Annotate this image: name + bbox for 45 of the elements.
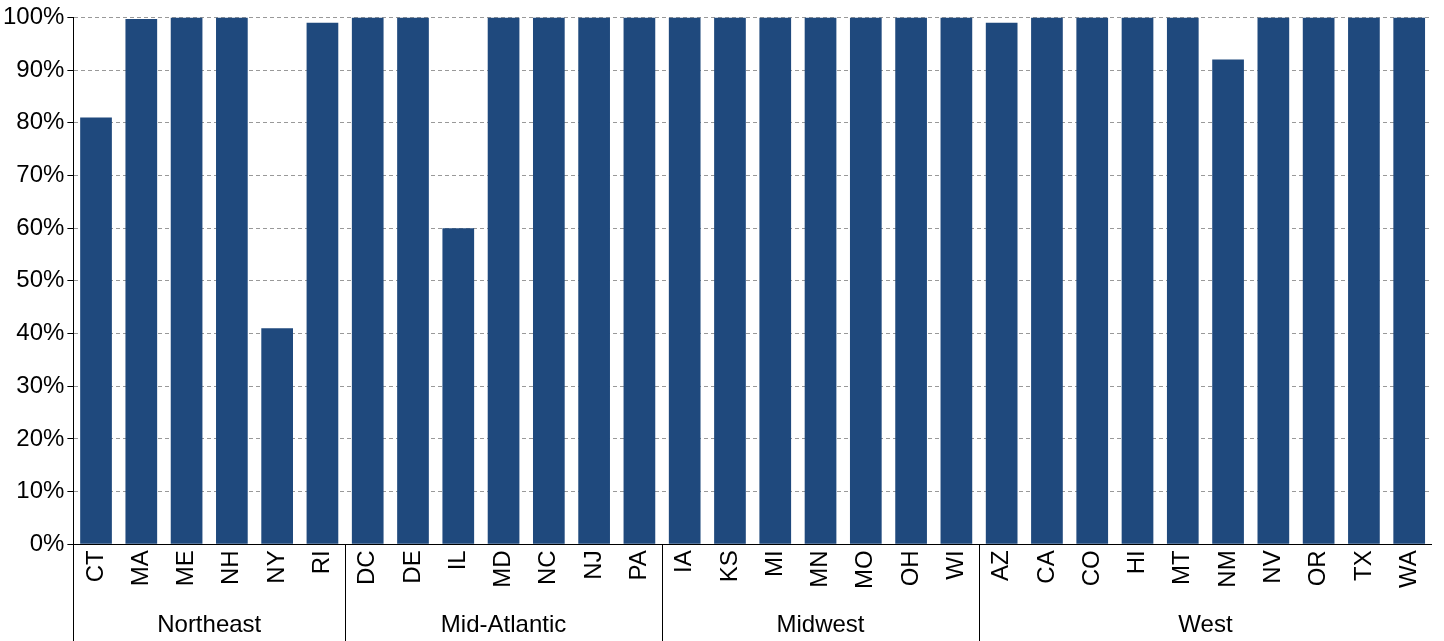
x-tick-label: ME: [171, 550, 199, 587]
x-tick-label: DE: [397, 550, 425, 584]
y-tick-label: 60%: [16, 212, 65, 240]
y-tick-label: 0%: [29, 528, 65, 556]
y-tick-label: 90%: [16, 54, 65, 82]
x-tick-label: WA: [1393, 550, 1421, 589]
x-tick-label: NJ: [578, 550, 606, 580]
x-tick-label: HI: [1122, 550, 1150, 575]
x-tick-label: PA: [624, 550, 652, 581]
x-tick-label: NH: [216, 550, 244, 586]
text: Mid-Atlantic: [440, 609, 567, 637]
x-tick-label: IL: [442, 550, 470, 571]
text: Northeast: [157, 609, 262, 637]
y-tick-label: 30%: [16, 370, 65, 398]
x-tick-label: KS: [714, 550, 742, 583]
y-tick-label: 100%: [2, 2, 65, 30]
text: Midwest: [776, 609, 865, 637]
x-tick-label: CA: [1031, 550, 1059, 584]
x-tick-label: NC: [533, 550, 561, 586]
x-tick-label: OR: [1303, 550, 1331, 587]
y-tick-label: 80%: [16, 107, 65, 135]
x-tick-label: RI: [307, 550, 335, 575]
x-tick-label: DC: [352, 550, 380, 586]
y-tick-label: 70%: [16, 160, 65, 188]
x-tick-label: NM: [1212, 550, 1240, 588]
x-tick-label: CO: [1076, 550, 1104, 587]
x-tick-label: CT: [80, 550, 108, 583]
text: West: [1178, 609, 1233, 637]
x-tick-label: IA: [669, 550, 697, 574]
x-tick-label: TX: [1348, 550, 1376, 582]
x-tick-label: NY: [261, 550, 289, 584]
x-tick-label: NV: [1257, 550, 1285, 584]
x-tick-label: MO: [850, 550, 878, 590]
y-tick-label: 40%: [16, 318, 65, 346]
y-tick-label: 10%: [16, 476, 65, 504]
x-tick-label: WI: [941, 550, 969, 580]
x-tick-label: MI: [759, 550, 787, 578]
y-tick-label: 50%: [16, 265, 65, 293]
x-tick-label: MN: [805, 550, 833, 588]
x-tick-label: MT: [1167, 550, 1195, 585]
x-tick-label: MD: [488, 550, 516, 588]
x-tick-label: MA: [125, 550, 153, 587]
x-tick-label: AZ: [986, 550, 1014, 582]
y-tick-label: 20%: [16, 423, 65, 451]
x-tick-label: OH: [895, 550, 923, 587]
